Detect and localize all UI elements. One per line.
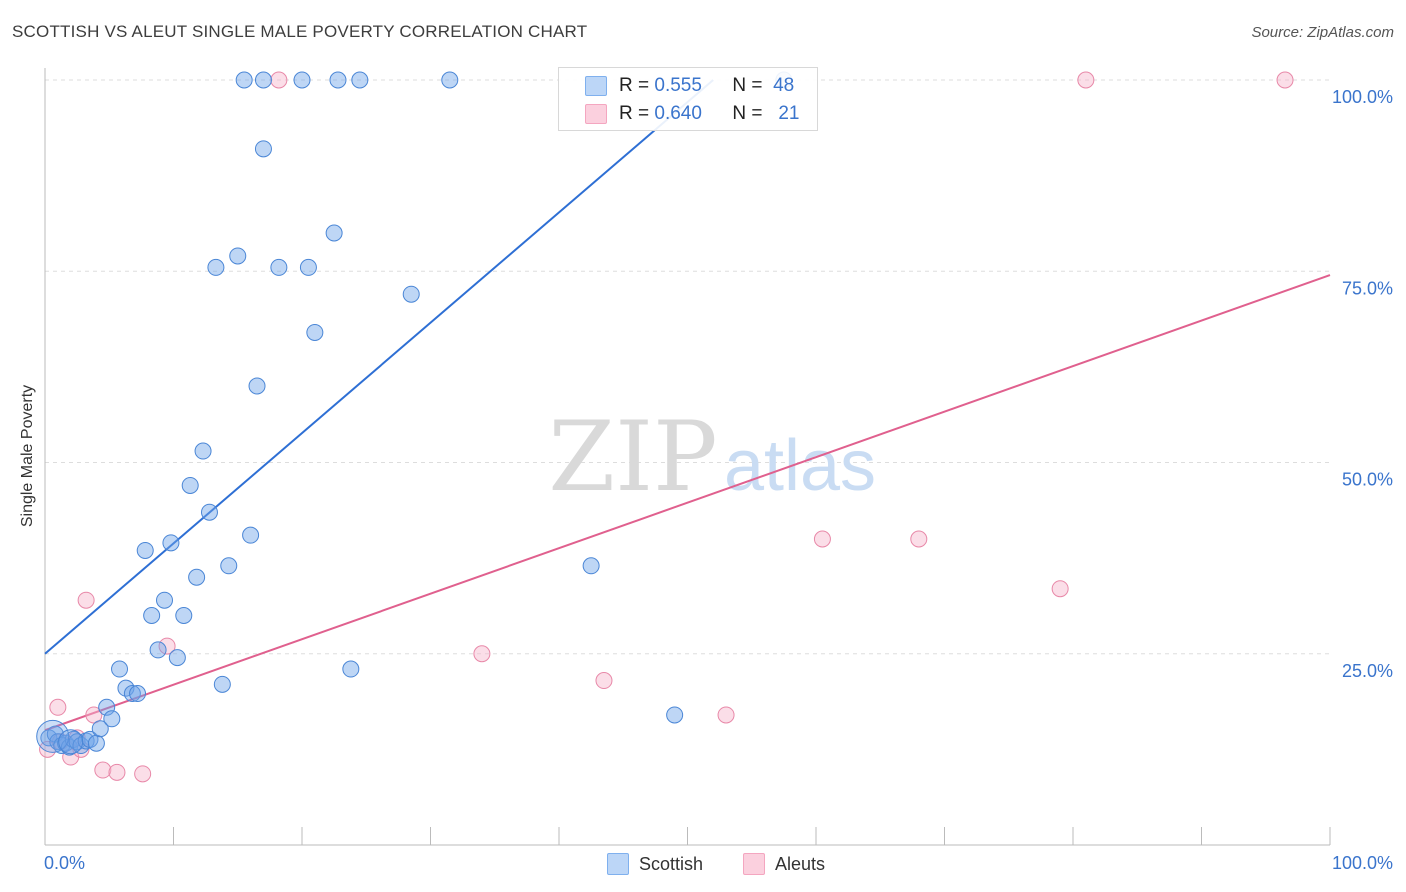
point-aleuts [77, 591, 95, 609]
source-label: Source: ZipAtlas.com [1251, 24, 1394, 41]
point-scottish [235, 71, 253, 89]
stats-legend: R = 0.555 N = 48 R = 0.640 N = 21 [558, 67, 818, 131]
legend-row-scottish: R = 0.555 N = 48 [585, 73, 794, 99]
legend-r-value: 0.640 [654, 103, 702, 124]
legend-n-label: N = [732, 75, 763, 96]
x-tick-label: 100.0% [1332, 853, 1393, 873]
point-scottish [441, 71, 459, 89]
point-aleuts [49, 698, 67, 716]
point-scottish [351, 71, 369, 89]
point-scottish [248, 377, 266, 395]
watermark: ZIP atlas [548, 401, 876, 513]
point-scottish [87, 734, 105, 752]
legend-r-value: 0.555 [654, 75, 702, 96]
bottom-legend-label-scottish: Scottish [639, 853, 704, 874]
point-scottish [582, 557, 600, 575]
chart-title: SCOTTISH VS ALEUT SINGLE MALE POVERTY CO… [12, 22, 588, 41]
point-scottish [254, 140, 272, 158]
legend-n-label: N = [732, 103, 763, 124]
bottom-legend-aleuts: Aleuts [743, 852, 825, 876]
grid-lines [45, 79, 1330, 655]
y-tick-label: 25.0% [1342, 661, 1393, 681]
legend-row-aleuts: R = 0.640 N = 21 [585, 101, 799, 127]
point-scottish [229, 247, 247, 265]
tick-labels: 25.0% 50.0% 75.0% 100.0% 0.0% 100.0% [44, 87, 1393, 873]
point-scottish [402, 285, 420, 303]
point-scottish [666, 706, 684, 724]
point-scottish [168, 649, 186, 667]
point-aleuts [270, 71, 288, 89]
point-scottish-cluster [36, 719, 70, 753]
bottom-legend-label-aleuts: Aleuts [775, 853, 826, 874]
point-aleuts [813, 530, 831, 548]
point-aleuts [717, 706, 735, 724]
point-scottish [162, 534, 180, 552]
point-scottish-cluster [58, 729, 84, 755]
data-points [36, 71, 1294, 783]
point-scottish [213, 675, 231, 693]
watermark-atlas: atlas [724, 426, 876, 506]
point-scottish [194, 442, 212, 460]
point-aleuts [134, 765, 152, 783]
point-scottish [207, 258, 225, 276]
point-scottish [220, 557, 238, 575]
bottom-legend-scottish: Scottish [607, 852, 703, 876]
point-scottish [136, 541, 154, 559]
point-scottish [293, 71, 311, 89]
point-scottish [129, 685, 147, 703]
point-aleuts [1276, 71, 1294, 89]
point-aleuts [85, 706, 103, 724]
point-scottish [91, 720, 109, 738]
bottom-legend-swatch-aleuts [743, 853, 765, 875]
point-aleuts [158, 637, 176, 655]
point-aleuts [1077, 71, 1095, 89]
point-aleuts [108, 763, 126, 781]
trend-lines [44, 79, 1331, 732]
point-aleuts [473, 645, 491, 663]
x-tick-label: 0.0% [44, 853, 85, 873]
point-scottish [242, 526, 260, 544]
point-aleuts [910, 530, 928, 548]
point-scottish [123, 685, 141, 703]
point-aleuts [595, 672, 613, 690]
point-scottish [306, 323, 324, 341]
point-aleuts [94, 761, 112, 779]
watermark-zip: ZIP [548, 401, 717, 513]
point-scottish [188, 568, 206, 586]
point-scottish [143, 607, 161, 624]
trendline-scottish [44, 79, 714, 655]
point-scottish [342, 660, 360, 678]
point-aleuts [1051, 580, 1069, 598]
point-scottish [200, 503, 218, 521]
point-scottish [103, 710, 121, 728]
point-scottish [149, 641, 167, 659]
point-scottish [299, 258, 317, 276]
point-scottish [175, 607, 193, 624]
y-tick-label: 100.0% [1332, 87, 1393, 107]
point-scottish [254, 71, 272, 89]
trendline-aleuts [44, 274, 1331, 732]
point-scottish [156, 591, 174, 609]
legend-swatch-scottish [585, 76, 607, 96]
y-tick-label: 75.0% [1342, 278, 1393, 298]
legend-r-label: R = [619, 75, 650, 96]
point-scottish [325, 224, 343, 242]
legend-n-value: 48 [773, 75, 795, 96]
legend-r-label: R = [619, 103, 650, 124]
point-scottish [329, 71, 347, 89]
axes [44, 68, 1331, 846]
bottom-legend-swatch-scottish [607, 853, 629, 875]
point-scottish [111, 660, 129, 678]
y-tick-label: 50.0% [1342, 470, 1393, 490]
legend-swatch-aleuts [585, 104, 607, 124]
point-scottish [181, 476, 199, 494]
legend-n-value: 21 [778, 103, 800, 124]
point-scottish [270, 258, 288, 276]
